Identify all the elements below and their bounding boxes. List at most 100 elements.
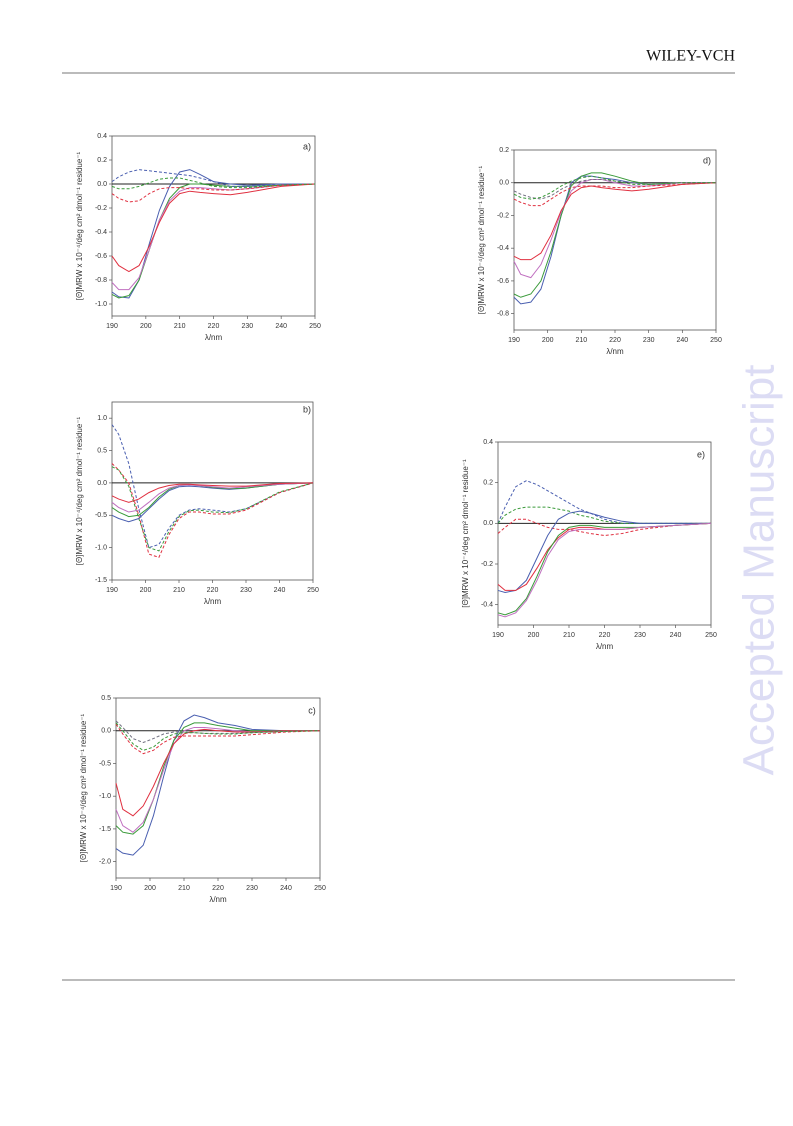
x-tick-label: 190 <box>508 337 520 344</box>
spectrum-line <box>111 424 314 549</box>
x-tick-label: 240 <box>280 885 292 892</box>
x-tick-label: 220 <box>609 337 621 344</box>
spectrum-line <box>111 177 316 190</box>
x-tick-label: 230 <box>240 587 252 594</box>
y-tick-label: -0.4 <box>481 602 493 609</box>
x-tick-label: 240 <box>670 632 682 639</box>
chart: 0.5 0.0 -0.5 -1.0 -1.5 -2.0 190 200 210 220 230 240… <box>79 695 326 904</box>
x-tick-label: 190 <box>492 632 504 639</box>
y-tick-label: -0.8 <box>95 277 107 284</box>
x-tick-label: 250 <box>307 587 319 594</box>
y-axis-label: [Θ]MRW x 10⁻⁴/deg cm² dmol⁻¹ residue⁻¹ <box>477 165 486 314</box>
x-tick-label: 220 <box>208 323 220 330</box>
x-axis-label: λ/nm <box>204 597 222 606</box>
spectrum-line <box>497 506 711 524</box>
y-tick-label: -0.4 <box>497 245 509 252</box>
y-tick-label: 0.2 <box>483 480 493 487</box>
plot-frame <box>513 149 717 331</box>
x-tick-label: 190 <box>106 587 118 594</box>
y-tick-label: -0.4 <box>95 229 107 236</box>
y-tick-label: 0.2 <box>97 157 107 164</box>
x-axis-label: λ/nm <box>596 642 614 651</box>
y-tick-label: -1.0 <box>95 544 107 551</box>
y-tick-label: -0.2 <box>95 205 107 212</box>
spectrum-line <box>115 722 320 835</box>
y-tick-label: -0.6 <box>497 278 509 285</box>
x-tick-label: 230 <box>634 632 646 639</box>
y-tick-label: 0.0 <box>97 480 107 487</box>
y-tick-label: 0.0 <box>499 180 509 187</box>
x-axis-label: λ/nm <box>606 347 624 356</box>
y-tick-label: -1.0 <box>99 793 111 800</box>
x-tick-label: 220 <box>207 587 219 594</box>
y-tick-label: -1.5 <box>95 577 107 584</box>
chart: 0.4 0.2 0.0 -0.2 -0.4 -0.6 -0.8 -1.0 190 200 210 22… <box>75 133 321 342</box>
panel-label: b) <box>303 404 311 414</box>
x-tick-label: 220 <box>212 885 224 892</box>
spectrum-line <box>111 466 314 552</box>
x-tick-label: 220 <box>599 632 611 639</box>
spectrum-line <box>115 722 321 751</box>
spectrum-line <box>111 482 314 503</box>
y-tick-label: 0.2 <box>499 147 509 154</box>
x-tick-label: 200 <box>140 323 152 330</box>
x-tick-label: 240 <box>275 323 287 330</box>
spectrum-line <box>115 714 320 856</box>
x-tick-label: 230 <box>241 323 253 330</box>
spectrum-line <box>497 510 711 593</box>
spectrum-line <box>513 178 716 200</box>
spectrum-line <box>513 182 717 261</box>
spectrum-line <box>111 482 314 523</box>
spectrum-line <box>111 183 316 203</box>
x-axis-label: λ/nm <box>205 333 223 342</box>
y-tick-label: -1.0 <box>95 301 107 308</box>
y-tick-label: 0.0 <box>101 728 111 735</box>
spectrum-line <box>115 728 320 817</box>
y-tick-label: -0.2 <box>481 561 493 568</box>
x-tick-label: 210 <box>575 337 587 344</box>
x-tick-label: 210 <box>174 323 186 330</box>
x-tick-label: 240 <box>274 587 286 594</box>
header-rule <box>62 72 735 74</box>
spectrum-line <box>115 723 321 755</box>
x-tick-label: 200 <box>542 337 554 344</box>
spectrum-line <box>513 182 717 207</box>
x-tick-label: 200 <box>144 885 156 892</box>
spectrum-line <box>111 482 314 513</box>
x-tick-label: 230 <box>643 337 655 344</box>
chart: 0.4 0.2 0.0 -0.2 -0.4 190 200 210 220 230 240 250 λ/… <box>461 439 717 651</box>
spectrum-line <box>111 169 315 187</box>
spectrum-line <box>497 522 712 616</box>
x-tick-label: 230 <box>246 885 258 892</box>
y-tick-label: 0.5 <box>97 447 107 454</box>
chart: 0.2 0.0 -0.2 -0.4 -0.6 -0.8 190 200 210 220 230 240… <box>477 147 722 356</box>
spectrum-line <box>497 522 712 618</box>
x-tick-label: 210 <box>173 587 185 594</box>
spectrum-line <box>111 463 314 558</box>
plot-frame <box>497 441 712 626</box>
spectrum-line <box>513 175 716 200</box>
watermark: Accepted Manuscript <box>735 365 784 776</box>
spectrum-line <box>497 522 712 591</box>
x-tick-label: 190 <box>110 885 122 892</box>
x-tick-label: 210 <box>563 632 575 639</box>
plot-frame <box>111 135 316 317</box>
x-axis-label: λ/nm <box>209 895 227 904</box>
panel-label: a) <box>303 141 311 151</box>
footer-rule <box>62 979 735 981</box>
x-tick-label: 200 <box>140 587 152 594</box>
x-tick-label: 250 <box>710 337 722 344</box>
x-tick-label: 210 <box>178 885 190 892</box>
panel-label: d) <box>703 155 711 165</box>
x-tick-label: 250 <box>314 885 326 892</box>
y-tick-label: -0.5 <box>95 512 107 519</box>
y-tick-label: -0.8 <box>497 310 509 317</box>
spectrum-line <box>513 178 716 279</box>
panel-label: e) <box>697 449 705 459</box>
y-tick-label: 0.4 <box>483 439 493 446</box>
y-axis-label: [Θ]MRW x 10⁻⁴/deg cm² dmol⁻¹ residue⁻¹ <box>79 713 88 862</box>
chart: 1.0 0.5 0.0 -0.5 -1.0 -1.5 190 200 210 220 230 240 2… <box>75 401 319 606</box>
x-tick-label: 250 <box>309 323 321 330</box>
